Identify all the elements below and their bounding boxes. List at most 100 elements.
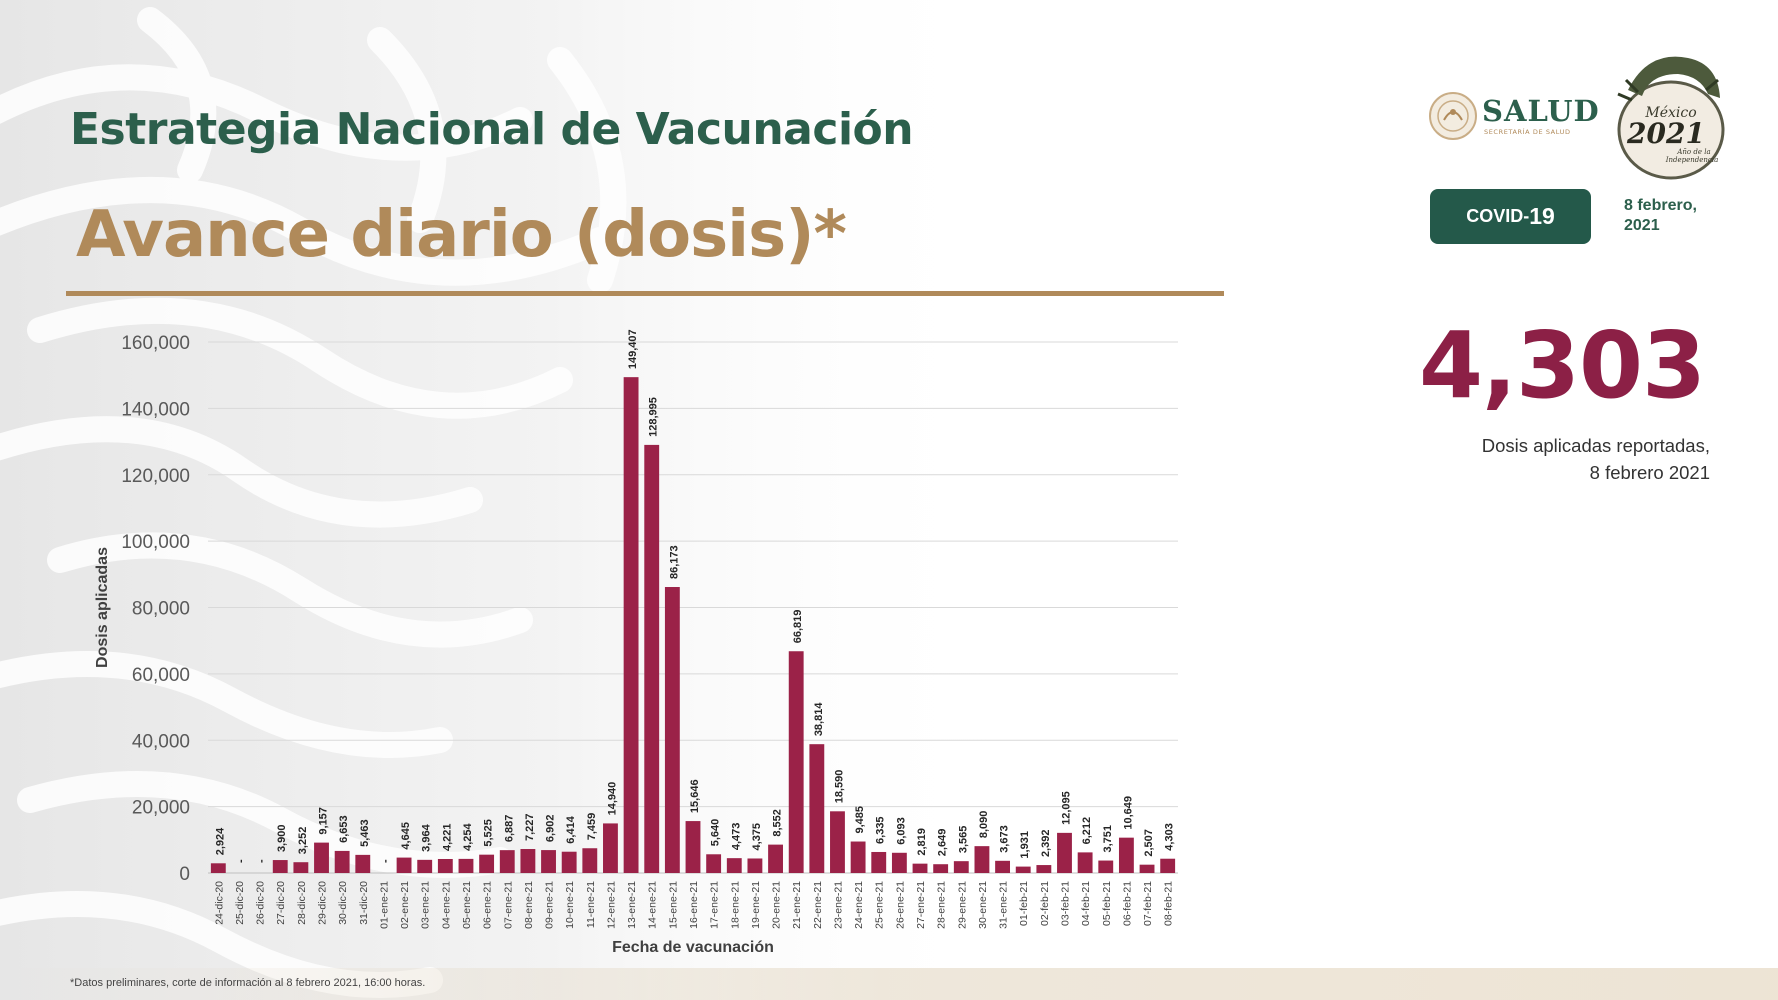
data-label: 6,887 (503, 815, 515, 843)
x-tick-label: 30-dic-20 (337, 881, 349, 925)
data-label: 14,940 (606, 782, 618, 816)
highlight-caption-line1: Dosis aplicadas reportadas, (1481, 435, 1710, 456)
bar (871, 851, 887, 873)
x-tick-label: 04-ene-21 (440, 881, 452, 929)
footnote: *Datos preliminares, corte de informació… (70, 977, 426, 989)
svg-text:México: México (1644, 105, 1696, 121)
x-tick-label: 01-feb-21 (1018, 881, 1030, 926)
x-tick-label: 02-ene-21 (399, 881, 411, 929)
data-label: 2,507 (1143, 829, 1155, 857)
x-tick-label: 15-ene-21 (667, 881, 679, 929)
data-label: 128,995 (648, 397, 660, 437)
y-tick-label: 100,000 (121, 532, 190, 553)
bar (293, 862, 309, 873)
x-tick-label: 28-dic-20 (296, 881, 308, 925)
data-label: 15,646 (689, 779, 701, 813)
data-label: 4,254 (462, 822, 474, 850)
data-label: 3,900 (276, 825, 288, 853)
bar (830, 811, 845, 873)
covid-badge-suffix: 19 (1529, 203, 1555, 229)
x-tick-label: 24-dic-20 (213, 881, 225, 925)
x-tick-label: 27-ene-21 (915, 881, 927, 929)
x-tick-label: 29-dic-20 (317, 881, 329, 925)
x-tick-label: 08-feb-21 (1163, 881, 1175, 926)
bar (912, 863, 928, 873)
salud-emblem-icon (1429, 92, 1477, 140)
bar (210, 863, 226, 873)
x-tick-label: 19-ene-21 (750, 881, 762, 929)
data-label: 9,157 (318, 807, 330, 835)
covid-badge: COVID- 19 (1430, 189, 1591, 244)
y-tick-label: 120,000 (121, 466, 190, 487)
svg-text:2021: 2021 (1626, 117, 1705, 150)
x-tick-label: 23-ene-21 (832, 881, 844, 929)
bar (603, 823, 618, 873)
x-tick-label: 03-feb-21 (1059, 881, 1071, 926)
x-tick-label: 04-feb-21 (1080, 881, 1092, 926)
bar (437, 858, 453, 873)
bar (768, 844, 783, 873)
data-label: 2,649 (937, 829, 949, 857)
covid-badge-prefix: COVID- (1466, 206, 1530, 226)
data-label: 3,252 (297, 827, 309, 855)
data-label: 38,814 (813, 702, 825, 737)
svg-text:Independencia: Independencia (1665, 156, 1719, 164)
bar (541, 850, 556, 873)
data-label: 9,485 (854, 806, 866, 834)
highlight-caption-line2: 8 febrero 2021 (1589, 462, 1710, 483)
bar (706, 854, 722, 873)
bar (891, 852, 907, 873)
x-tick-label: 03-ene-21 (420, 881, 432, 929)
bar (1015, 866, 1031, 873)
x-tick-label: 06-feb-21 (1121, 881, 1133, 926)
bar (1139, 864, 1155, 873)
data-label: 66,819 (792, 610, 804, 644)
data-label: 18,590 (833, 770, 845, 804)
data-label: 149,407 (627, 329, 639, 369)
data-label: 3,673 (999, 825, 1011, 853)
data-label: 6,902 (545, 815, 557, 843)
x-tick-label: 08-ene-21 (523, 881, 535, 929)
x-tick-label: 22-ene-21 (812, 881, 824, 929)
x-tick-label: 27-dic-20 (275, 881, 287, 925)
bar (355, 854, 371, 873)
bar (995, 860, 1011, 873)
data-label: 3,751 (1102, 825, 1114, 853)
x-tick-label: 06-ene-21 (482, 881, 494, 929)
x-tick-label: 21-ene-21 (791, 881, 803, 929)
x-tick-label: 12-ene-21 (605, 881, 617, 929)
bar (933, 864, 949, 873)
data-label: 5,640 (710, 819, 722, 847)
y-axis-title: Dosis aplicadas (94, 547, 111, 668)
bar (1077, 852, 1093, 873)
bar (974, 846, 990, 873)
x-tick-label: 07-ene-21 (502, 881, 514, 929)
x-tick-label: 25-ene-21 (874, 881, 886, 929)
data-label: 4,221 (441, 823, 453, 851)
data-label: 5,463 (359, 819, 371, 847)
bar (788, 651, 804, 873)
bar (1098, 860, 1114, 873)
data-label: 4,645 (400, 822, 412, 850)
y-tick-label: 20,000 (132, 798, 190, 819)
title-divider (66, 291, 1224, 296)
data-label: 3,565 (957, 826, 969, 854)
bar (561, 851, 577, 873)
bar (479, 854, 495, 873)
x-tick-label: 01-ene-21 (378, 881, 390, 929)
data-label: 2,924 (214, 827, 226, 855)
y-tick-label: 160,000 (121, 333, 190, 354)
bar (623, 377, 639, 873)
x-tick-label: 10-ene-21 (564, 881, 576, 929)
x-tick-label: 16-ene-21 (688, 881, 700, 929)
x-tick-label: 09-ene-21 (544, 881, 556, 929)
data-label: 7,459 (586, 813, 598, 841)
bar (644, 444, 660, 873)
data-label: 1,931 (1019, 831, 1031, 859)
x-tick-label: 31-dic-20 (358, 881, 370, 925)
bar (314, 842, 329, 873)
highlight-caption: Dosis aplicadas reportadas, 8 febrero 20… (1380, 432, 1710, 486)
y-tick-label: 40,000 (132, 731, 190, 752)
bar (417, 859, 433, 873)
